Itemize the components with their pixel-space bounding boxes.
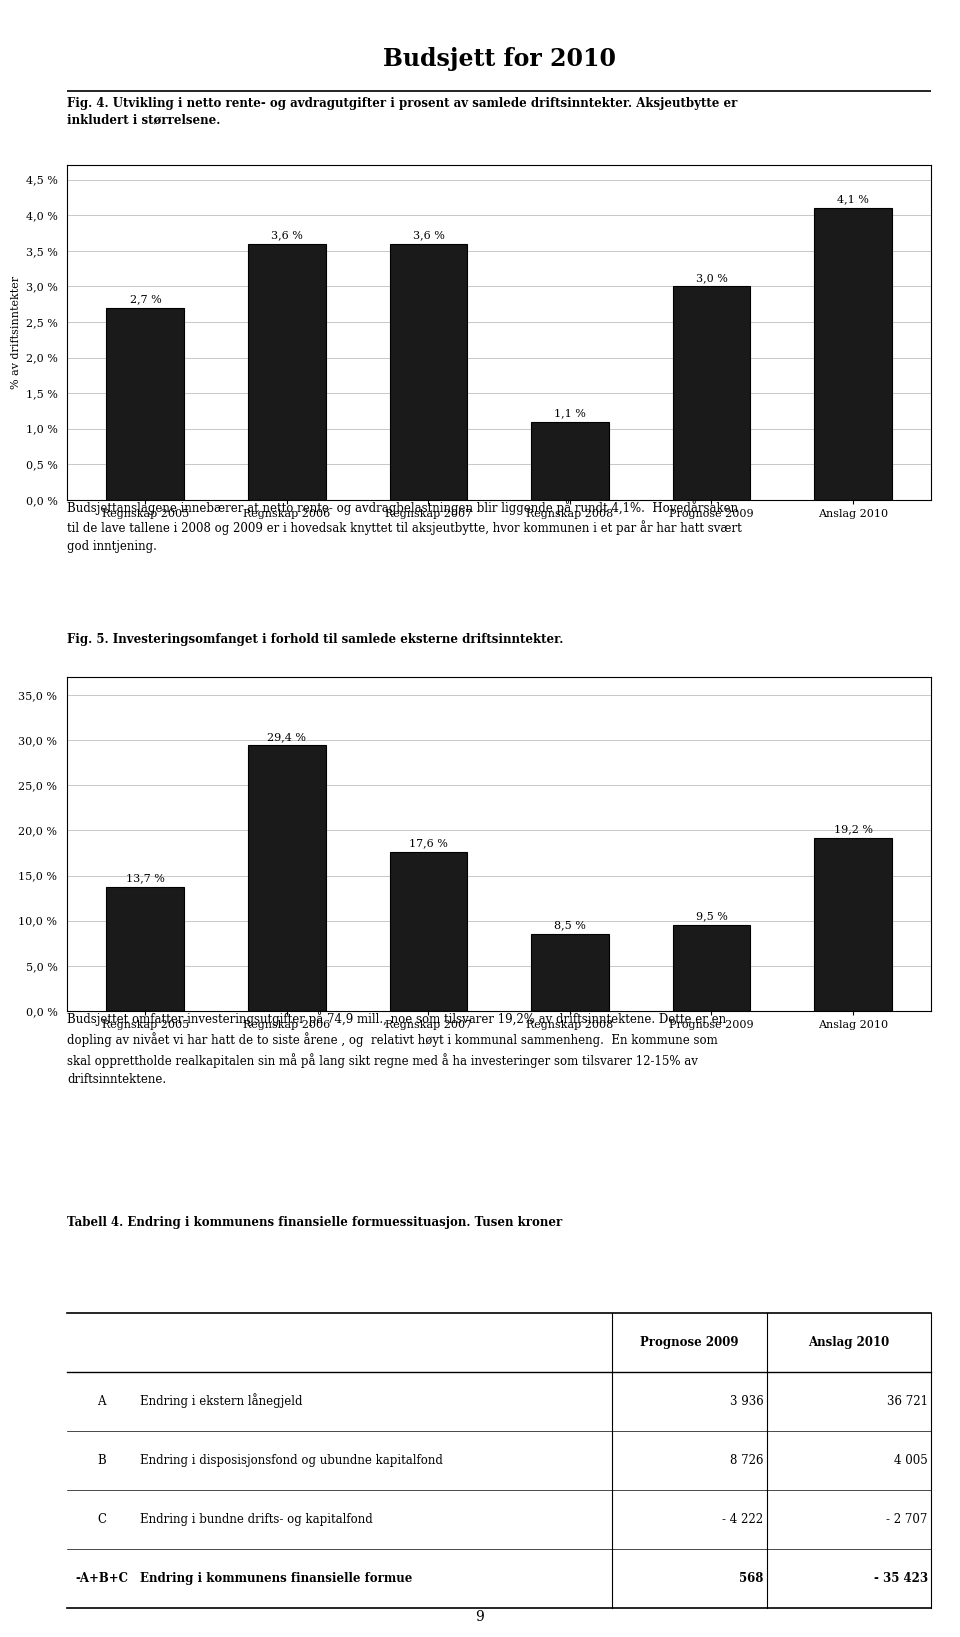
- Text: 4,1 %: 4,1 %: [837, 195, 869, 205]
- Text: Budsjett for 2010: Budsjett for 2010: [383, 47, 615, 72]
- Text: 29,4 %: 29,4 %: [268, 732, 306, 742]
- Text: Endring i ekstern lånegjeld: Endring i ekstern lånegjeld: [140, 1393, 302, 1408]
- Text: 2,7 %: 2,7 %: [130, 295, 161, 304]
- Text: Budsjettanslagene innebærer at netto rente- og avdragbelastningen blir liggende : Budsjettanslagene innebærer at netto ren…: [67, 499, 742, 553]
- Text: B: B: [97, 1454, 107, 1467]
- Text: Prognose 2009: Prognose 2009: [640, 1336, 738, 1349]
- Bar: [107, 887, 184, 1012]
- Text: Fig. 4. Utvikling i netto rente- og avdragutgifter i prosent av samlede driftsin: Fig. 4. Utvikling i netto rente- og avdr…: [67, 97, 737, 128]
- Text: - 2 707: - 2 707: [886, 1513, 927, 1526]
- Text: Endring i bundne drifts- og kapitalfond: Endring i bundne drifts- og kapitalfond: [140, 1513, 372, 1526]
- Text: 17,6 %: 17,6 %: [409, 838, 448, 848]
- Text: 8 726: 8 726: [731, 1454, 763, 1467]
- Bar: [531, 421, 609, 499]
- Text: Endring i disposisjonsfond og ubundne kapitalfond: Endring i disposisjonsfond og ubundne ka…: [140, 1454, 443, 1467]
- Text: 1,1 %: 1,1 %: [554, 408, 586, 417]
- Bar: [107, 308, 184, 499]
- Bar: [531, 935, 609, 1012]
- Text: Fig. 5. Investeringsomfanget i forhold til samlede eksterne driftsinntekter.: Fig. 5. Investeringsomfanget i forhold t…: [67, 634, 564, 647]
- Bar: [248, 244, 325, 499]
- Bar: [248, 745, 325, 1012]
- Text: 9: 9: [475, 1609, 485, 1624]
- Bar: [390, 244, 468, 499]
- Text: 36 721: 36 721: [887, 1395, 927, 1408]
- Text: 3,6 %: 3,6 %: [413, 231, 444, 241]
- Text: A: A: [98, 1395, 106, 1408]
- Text: 3,0 %: 3,0 %: [696, 273, 728, 283]
- Text: C: C: [97, 1513, 107, 1526]
- Bar: [390, 851, 468, 1012]
- Text: 3,6 %: 3,6 %: [271, 231, 302, 241]
- Text: Budsjettet omfatter investeringsutgifter på 74,9 mill., noe som tilsvarer 19,2% : Budsjettet omfatter investeringsutgifter…: [67, 1012, 727, 1085]
- Text: 19,2 %: 19,2 %: [833, 823, 873, 833]
- Text: 9,5 %: 9,5 %: [696, 912, 728, 922]
- Bar: [814, 208, 892, 499]
- Text: 568: 568: [739, 1572, 763, 1585]
- Text: 8,5 %: 8,5 %: [554, 920, 586, 930]
- Y-axis label: % av driftsinntekter: % av driftsinntekter: [12, 277, 21, 390]
- Text: 4 005: 4 005: [894, 1454, 927, 1467]
- Text: - 35 423: - 35 423: [874, 1572, 927, 1585]
- Text: Tabell 4. Endring i kommunens finansielle formuessituasjon. Tusen kroner: Tabell 4. Endring i kommunens finansiell…: [67, 1216, 563, 1229]
- Text: Endring i kommunens finansielle formue: Endring i kommunens finansielle formue: [140, 1572, 412, 1585]
- Bar: [673, 286, 751, 499]
- Text: Anslag 2010: Anslag 2010: [808, 1336, 890, 1349]
- Text: 13,7 %: 13,7 %: [126, 874, 165, 884]
- Text: -A+B+C: -A+B+C: [75, 1572, 129, 1585]
- Text: 3 936: 3 936: [730, 1395, 763, 1408]
- Text: - 4 222: - 4 222: [723, 1513, 763, 1526]
- Bar: [673, 925, 751, 1012]
- Bar: [814, 838, 892, 1012]
